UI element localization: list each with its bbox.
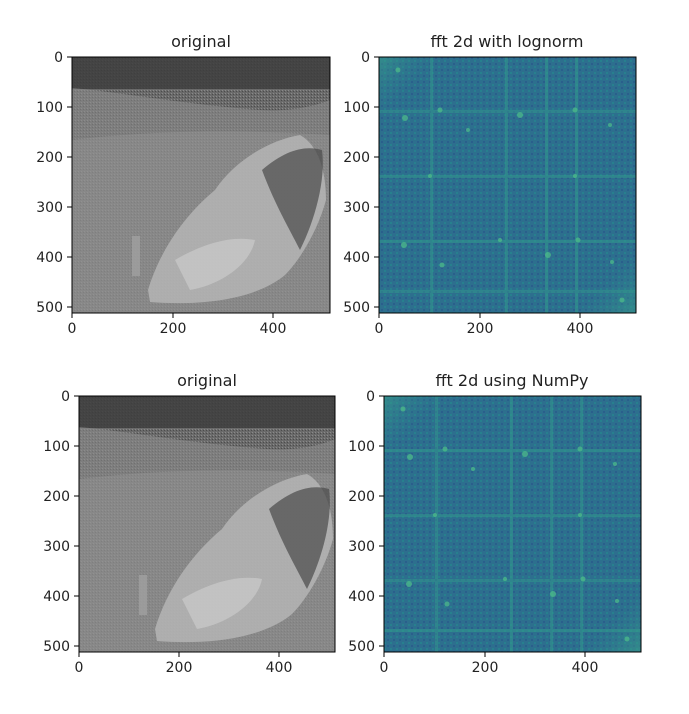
fft-spectrum xyxy=(383,395,642,653)
x-tick-label: 0 xyxy=(375,321,384,337)
y-tick-label: 400 xyxy=(348,589,375,605)
x-tick-label: 200 xyxy=(160,321,187,337)
x-tick-label: 200 xyxy=(472,660,499,676)
panel-fft-numpy: fft 2d using NumPy xyxy=(348,371,642,676)
x-tick-label: 0 xyxy=(380,660,389,676)
y-tick-label: 100 xyxy=(36,100,63,116)
x-axis: 0 200 400 xyxy=(75,652,293,676)
y-tick-label: 200 xyxy=(43,489,70,505)
x-tick-label: 400 xyxy=(260,321,287,337)
panel-title: fft 2d with lognorm xyxy=(430,32,583,51)
panel-title: original xyxy=(177,371,237,390)
y-axis: 0 100 200 300 400 500 xyxy=(43,389,79,655)
y-tick-label: 400 xyxy=(343,250,370,266)
y-tick-label: 200 xyxy=(36,150,63,166)
y-tick-label: 400 xyxy=(43,589,70,605)
moon-photo xyxy=(78,395,336,653)
y-axis: 0 100 200 300 400 500 xyxy=(36,50,72,316)
y-tick-label: 200 xyxy=(348,489,375,505)
x-tick-label: 400 xyxy=(567,321,594,337)
x-tick-label: 400 xyxy=(266,660,293,676)
y-tick-label: 300 xyxy=(343,200,370,216)
x-tick-label: 200 xyxy=(166,660,193,676)
moon-photo xyxy=(71,56,331,314)
x-tick-label: 0 xyxy=(68,321,77,337)
x-axis: 0 200 400 xyxy=(375,313,594,337)
y-tick-label: 500 xyxy=(348,639,375,655)
y-axis: 0 100 200 300 400 500 xyxy=(348,389,384,655)
panel-title: original xyxy=(171,32,231,51)
y-tick-label: 0 xyxy=(361,50,370,66)
panel-original-top: original 0 100 200 300 400 500 xyxy=(36,32,331,337)
x-axis: 0 200 400 xyxy=(380,652,599,676)
y-axis: 0 100 200 300 400 500 xyxy=(343,50,379,316)
y-tick-label: 300 xyxy=(43,539,70,555)
x-axis: 0 200 400 xyxy=(68,313,287,337)
y-tick-label: 500 xyxy=(343,300,370,316)
x-tick-label: 0 xyxy=(75,660,84,676)
y-tick-label: 300 xyxy=(348,539,375,555)
y-tick-label: 0 xyxy=(54,50,63,66)
y-tick-label: 400 xyxy=(36,250,63,266)
y-tick-label: 500 xyxy=(43,639,70,655)
y-tick-label: 100 xyxy=(343,100,370,116)
fft-spectrum xyxy=(378,56,637,314)
y-tick-label: 300 xyxy=(36,200,63,216)
panel-title: fft 2d using NumPy xyxy=(436,371,589,390)
y-tick-label: 100 xyxy=(43,439,70,455)
y-tick-label: 500 xyxy=(36,300,63,316)
x-tick-label: 400 xyxy=(572,660,599,676)
y-tick-label: 0 xyxy=(366,389,375,405)
y-tick-label: 100 xyxy=(348,439,375,455)
y-tick-label: 0 xyxy=(61,389,70,405)
panel-fft-lognorm: fft 2d with lognorm xyxy=(343,32,637,337)
y-tick-label: 200 xyxy=(343,150,370,166)
x-tick-label: 200 xyxy=(467,321,494,337)
panel-original-bottom: original 0 100 200 300 400 500 xyxy=(43,371,336,676)
